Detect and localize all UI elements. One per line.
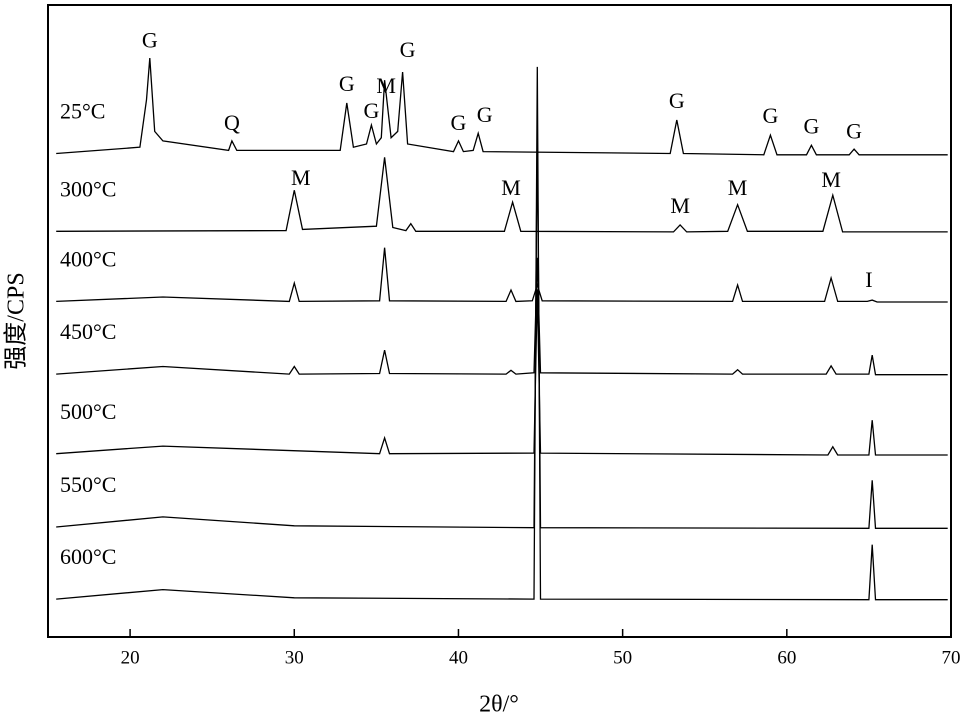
- peak-label: G: [339, 71, 355, 96]
- x-tick-label: 70: [942, 647, 961, 668]
- xrd-trace: [56, 289, 948, 456]
- x-tick-label: 50: [613, 647, 632, 668]
- y-axis-label: 强度/CPS: [3, 272, 30, 369]
- x-tick-label: 20: [121, 647, 140, 668]
- peak-label: G: [477, 102, 493, 127]
- peak-label: M: [501, 175, 521, 200]
- peak-label: Q: [224, 110, 240, 135]
- x-tick-label: 40: [449, 647, 468, 668]
- xrd-trace: [56, 257, 948, 376]
- peak-label: M: [376, 73, 396, 98]
- trace-label: 500°C: [60, 399, 116, 424]
- x-tick-label: 30: [285, 647, 304, 668]
- xrd-trace: [56, 66, 948, 601]
- peak-label: M: [670, 193, 690, 218]
- x-tick-label: 60: [777, 647, 796, 668]
- peak-label: G: [846, 118, 862, 143]
- trace-label: 300°C: [60, 176, 116, 201]
- peak-label: G: [400, 37, 416, 62]
- peak-label: M: [821, 167, 841, 192]
- peak-label: G: [451, 110, 467, 135]
- xrd-trace: [56, 58, 948, 156]
- peak-label: G: [669, 88, 685, 113]
- peak-label: M: [291, 165, 311, 190]
- peak-label: G: [804, 113, 820, 138]
- trace-label: 25°C: [60, 99, 105, 124]
- peak-label: M: [728, 175, 748, 200]
- plot-frame: [47, 4, 952, 638]
- peak-label: G: [363, 98, 379, 123]
- trace-label: 400°C: [60, 246, 116, 271]
- trace-label: 550°C: [60, 472, 116, 497]
- x-axis-label: 2θ/°: [479, 692, 519, 718]
- trace-label: 600°C: [60, 544, 116, 569]
- peak-label: I: [865, 267, 872, 292]
- trace-label: 450°C: [60, 319, 116, 344]
- xrd-trace: [56, 247, 948, 303]
- xrd-trace: [56, 157, 948, 233]
- peak-label: G: [762, 103, 778, 128]
- peak-label: G: [142, 27, 158, 52]
